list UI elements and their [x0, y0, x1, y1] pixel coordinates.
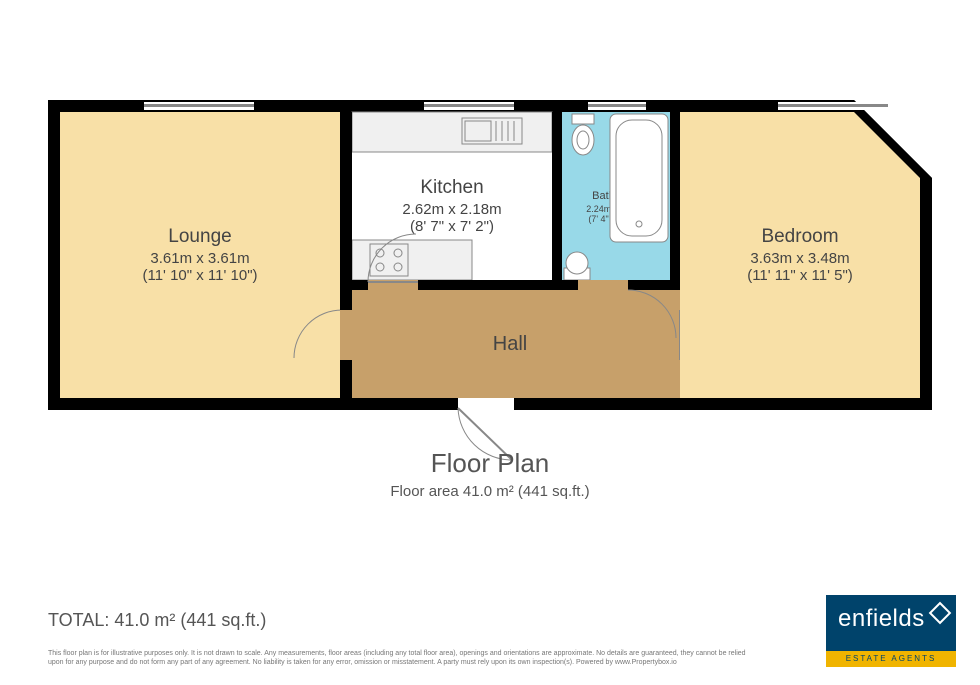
door-arc-bathroom: [626, 288, 680, 340]
lounge-name: Lounge: [168, 226, 231, 248]
bathtub-icon: [610, 114, 668, 242]
window-lounge: [144, 102, 254, 110]
kitchen-wall-right: [552, 112, 562, 280]
total-area: TOTAL: 41.0 m² (441 sq.ft.): [48, 610, 266, 631]
door-arc-kitchen: [366, 232, 420, 284]
disclaimer-text: This floor plan is for illustrative purp…: [48, 649, 748, 667]
agent-logo: enfields ESTATE AGENTS: [826, 595, 956, 667]
sink-icon: [564, 250, 590, 280]
lounge-dim-m: 3.61m x 3.61m: [150, 250, 249, 267]
bedroom-dim-m: 3.63m x 3.48m: [750, 250, 849, 267]
logo-brand: enfields: [838, 605, 944, 633]
door-bathroom-gap: [578, 280, 628, 290]
bedroom-dim-ft: (11' 11" x 11' 5"): [747, 267, 853, 284]
kitchen-name: Kitchen: [420, 177, 483, 199]
toilet-icon: [568, 114, 598, 158]
door-lounge-gap2: [340, 310, 352, 360]
hall-name: Hall: [493, 333, 527, 356]
window-kitchen: [424, 102, 514, 110]
title-block: Floor Plan Floor area 41.0 m² (441 sq.ft…: [0, 448, 980, 500]
plan-title: Floor Plan: [0, 448, 980, 479]
logo-tagline: ESTATE AGENTS: [826, 651, 956, 667]
window-bathroom: [588, 102, 646, 110]
kitchen-dim-m: 2.62m x 2.18m: [402, 201, 501, 218]
lounge-dim-ft: (11' 10" x 11' 10"): [142, 267, 257, 284]
window-bedroom: [778, 102, 888, 110]
door-arc-lounge: [292, 308, 344, 362]
kitchen-counter-top: [352, 112, 552, 152]
kitchen-dim-ft: (8' 7" x 7' 2"): [410, 218, 494, 235]
floorplan-canvas: Lounge 3.61m x 3.61m (11' 10" x 11' 10")…: [48, 100, 932, 410]
bedroom-name: Bedroom: [761, 226, 838, 248]
plan-subtitle: Floor area 41.0 m² (441 sq.ft.): [0, 483, 980, 500]
diagonal-wall: [842, 100, 932, 190]
